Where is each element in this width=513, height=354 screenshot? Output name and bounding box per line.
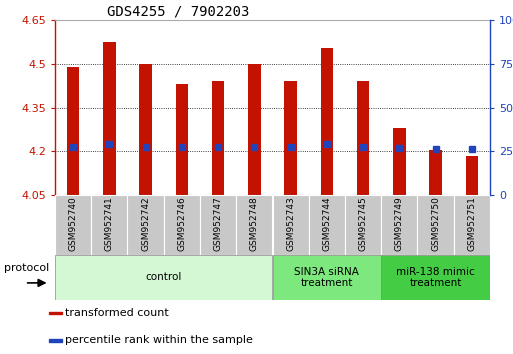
Text: GSM952744: GSM952744 [322, 196, 331, 251]
Bar [465, 156, 478, 195]
Bar [309, 195, 345, 255]
Text: GSM952743: GSM952743 [286, 196, 295, 251]
Bar [272, 195, 309, 255]
Text: SIN3A siRNA
treatment: SIN3A siRNA treatment [294, 267, 359, 288]
Bar [55, 255, 272, 300]
Bar [55, 195, 91, 255]
Bar [91, 195, 128, 255]
Bar [49, 339, 62, 342]
Bar [236, 195, 272, 255]
Text: control: control [146, 273, 182, 282]
Text: GSM952746: GSM952746 [177, 196, 186, 251]
Text: transformed count: transformed count [65, 308, 169, 319]
Bar [200, 195, 236, 255]
Bar [418, 195, 454, 255]
Bar [381, 255, 490, 300]
Text: GSM952750: GSM952750 [431, 196, 440, 251]
Text: GSM952742: GSM952742 [141, 196, 150, 251]
Bar [381, 195, 418, 255]
Bar [429, 150, 442, 195]
Bar [357, 81, 369, 195]
Text: miR-138 mimic
treatment: miR-138 mimic treatment [396, 267, 475, 288]
Text: GSM952748: GSM952748 [250, 196, 259, 251]
Text: GSM952749: GSM952749 [395, 196, 404, 251]
Bar [393, 128, 406, 195]
Text: GSM952740: GSM952740 [69, 196, 77, 251]
Text: GSM952741: GSM952741 [105, 196, 114, 251]
Bar [272, 255, 381, 300]
Bar [345, 195, 381, 255]
Text: GDS4255 / 7902203: GDS4255 / 7902203 [107, 5, 250, 19]
Text: GSM952745: GSM952745 [359, 196, 368, 251]
Bar [164, 195, 200, 255]
Bar [248, 64, 261, 195]
Text: GSM952747: GSM952747 [213, 196, 223, 251]
Bar [212, 81, 225, 195]
Bar [321, 48, 333, 195]
Bar [175, 84, 188, 195]
Bar [103, 42, 116, 195]
Bar [128, 195, 164, 255]
Text: percentile rank within the sample: percentile rank within the sample [65, 336, 252, 346]
Bar [49, 312, 62, 314]
Text: protocol: protocol [5, 263, 50, 273]
Bar [454, 195, 490, 255]
Bar [140, 64, 152, 195]
Bar [284, 81, 297, 195]
Bar [67, 67, 80, 195]
Text: GSM952751: GSM952751 [467, 196, 477, 251]
